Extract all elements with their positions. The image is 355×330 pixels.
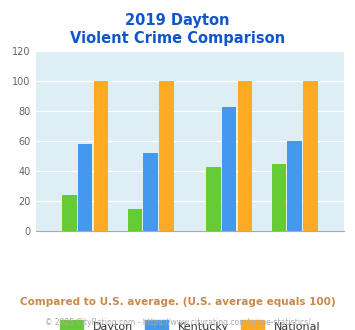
Text: Violent Crime Comparison: Violent Crime Comparison	[70, 31, 285, 46]
Bar	[238, 81, 252, 231]
Bar	[288, 141, 302, 231]
Bar	[222, 107, 236, 231]
Bar	[303, 81, 317, 231]
Text: Compared to U.S. average. (U.S. average equals 100): Compared to U.S. average. (U.S. average …	[20, 297, 335, 307]
Bar	[128, 209, 142, 231]
Bar	[94, 81, 108, 231]
Text: © 2025 CityRating.com - https://www.cityrating.com/crime-statistics/: © 2025 CityRating.com - https://www.city…	[45, 318, 310, 327]
Bar	[143, 153, 158, 231]
Bar	[272, 164, 286, 231]
Bar	[78, 144, 92, 231]
Bar	[159, 81, 174, 231]
Bar	[62, 195, 77, 231]
Bar	[206, 167, 221, 231]
Legend: Dayton, Kentucky, National: Dayton, Kentucky, National	[55, 315, 325, 330]
Text: 2019 Dayton: 2019 Dayton	[125, 13, 230, 28]
